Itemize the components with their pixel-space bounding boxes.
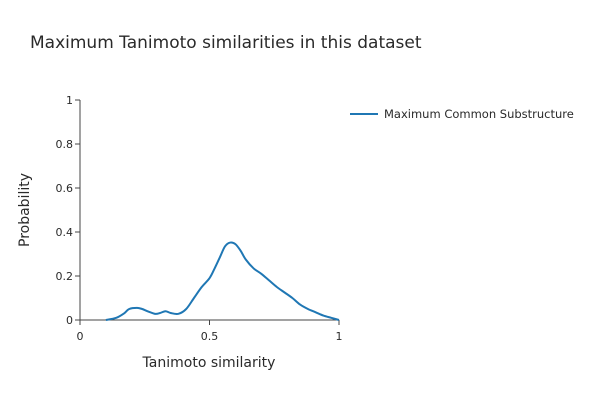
x-axis-label: Tanimoto similarity: [142, 355, 276, 371]
y-tick-label: 0: [66, 314, 73, 327]
x-tick-label: 1: [336, 330, 343, 343]
y-tick-label: 0.2: [56, 270, 74, 283]
legend[interactable]: Maximum Common Substructure: [350, 107, 574, 121]
y-axis-label: Probability: [17, 173, 33, 247]
y-tick-label: 0.4: [56, 226, 74, 239]
legend-label[interactable]: Maximum Common Substructure: [384, 107, 574, 121]
x-tick-label: 0.5: [201, 330, 219, 343]
y-tick-label: 1: [66, 94, 73, 107]
series-line: [105, 241, 340, 321]
y-tick-label: 0.8: [56, 138, 74, 151]
series-layer: [105, 241, 340, 321]
axes: 0 0.5 1 0 0.2 0.4 0.6 0.8 1: [56, 94, 343, 343]
chart-title: Maximum Tanimoto similarities in this da…: [30, 33, 422, 53]
y-tick-label: 0.6: [56, 182, 74, 195]
x-tick-label: 0: [77, 330, 84, 343]
